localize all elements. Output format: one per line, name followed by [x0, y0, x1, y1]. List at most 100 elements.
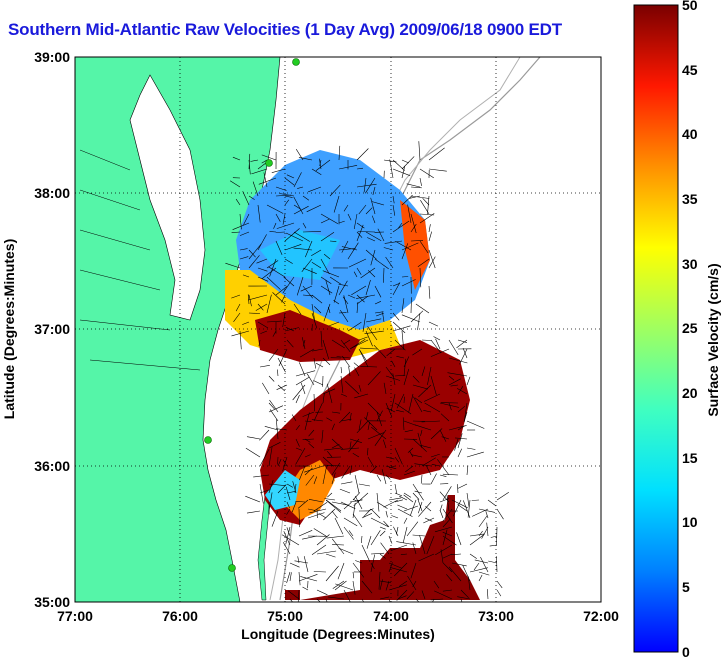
- velocity-arrow: [239, 256, 249, 260]
- velocity-arrow: [391, 515, 399, 519]
- velocity-arrow: [442, 553, 453, 559]
- velocity-arrow: [421, 339, 432, 341]
- velocity-arrow: [446, 495, 450, 512]
- velocity-arrow: [408, 393, 414, 413]
- velocity-arrow: [277, 357, 286, 373]
- velocity-arrow: [326, 417, 333, 422]
- velocity-arrow: [412, 348, 423, 356]
- velocity-arrow: [248, 294, 268, 301]
- velocity-arrow: [469, 553, 477, 559]
- velocity-arrow: [421, 420, 441, 423]
- velocity-arrow: [286, 491, 296, 494]
- velocity-arrow: [401, 276, 409, 278]
- velocity-arrow: [284, 244, 302, 251]
- velocity-arrow: [418, 501, 432, 517]
- velocity-arrow: [311, 312, 318, 329]
- velocity-arrow: [421, 366, 426, 377]
- colorbar-tick: 35: [682, 191, 698, 207]
- velocity-arrow: [352, 580, 356, 595]
- velocity-arrow: [415, 303, 430, 314]
- velocity-arrow: [313, 476, 318, 485]
- velocity-arrow: [400, 553, 408, 555]
- velocity-arrow: [286, 483, 294, 488]
- velocity-arrow: [242, 274, 250, 278]
- velocity-arrow: [428, 321, 439, 327]
- velocity-arrow: [308, 499, 324, 503]
- velocity-arrow: [379, 530, 386, 537]
- velocity-arrow: [379, 553, 386, 559]
- velocity-arrow: [269, 399, 279, 413]
- velocity-arrow: [318, 513, 327, 519]
- velocity-arrow: [282, 213, 286, 225]
- velocity-arrow: [338, 220, 345, 224]
- velocity-arrow: [326, 499, 342, 512]
- velocity-arrow: [356, 267, 362, 275]
- velocity-arrow: [291, 501, 297, 513]
- velocity-arrow: [275, 286, 288, 296]
- velocity-arrow: [376, 411, 382, 427]
- velocity-arrow: [370, 517, 389, 527]
- velocity-arrow: [394, 492, 403, 497]
- velocity-arrow: [252, 181, 259, 197]
- velocity-arrow: [298, 157, 313, 161]
- velocity-arrow: [277, 458, 282, 467]
- velocity-arrow: [323, 303, 331, 322]
- velocity-arrow: [324, 498, 336, 501]
- velocity-arrow: [289, 598, 294, 602]
- velocity-arrow: [338, 280, 348, 296]
- y-tick: 39:00: [34, 49, 70, 65]
- velocity-arrow: [410, 562, 417, 579]
- velocity-arrow: [307, 508, 316, 511]
- velocity-arrow: [233, 312, 241, 322]
- velocity-arrow: [356, 183, 377, 188]
- velocity-arrow: [367, 447, 369, 456]
- velocity-arrows: [225, 141, 509, 602]
- velocity-arrow: [285, 486, 291, 501]
- velocity-arrow: [259, 489, 271, 494]
- velocity-arrow: [322, 392, 325, 404]
- velocity-arrow: [320, 232, 335, 242]
- velocity-arrow: [393, 526, 399, 537]
- velocity-arrow: [361, 535, 363, 544]
- velocity-arrow: [366, 535, 372, 549]
- velocity-arrow: [430, 348, 450, 357]
- velocity-arrow: [459, 348, 468, 365]
- velocity-arrow: [469, 534, 485, 546]
- velocity-arrow: [348, 366, 351, 377]
- velocity-arrow: [282, 312, 286, 328]
- velocity-arrow: [468, 576, 471, 591]
- velocity-arrow: [259, 429, 270, 441]
- velocity-arrow: [451, 562, 467, 567]
- velocity-arrow: [356, 295, 369, 305]
- velocity-arrow: [235, 303, 241, 312]
- velocity-arrow: [268, 492, 273, 512]
- velocity-arrow: [367, 456, 375, 468]
- velocity-arrow: [402, 526, 408, 543]
- velocity-arrow: [487, 499, 497, 507]
- velocity-arrow: [293, 196, 304, 215]
- velocity-arrow: [419, 213, 435, 224]
- velocity-arrow: [403, 356, 410, 368]
- velocity-arrow: [268, 442, 281, 449]
- velocity-arrow: [379, 579, 383, 591]
- velocity-arrow: [356, 222, 365, 229]
- velocity-arrow: [396, 393, 405, 409]
- velocity-arrow: [394, 499, 403, 503]
- velocity-arrow: [392, 283, 400, 287]
- velocity-arrow: [248, 249, 256, 258]
- velocity-arrow: [485, 511, 489, 519]
- velocity-arrow: [259, 483, 264, 504]
- velocity-arrow: [315, 362, 324, 368]
- velocity-arrow: [305, 474, 315, 486]
- velocity-arrow: [363, 508, 372, 518]
- velocity-arrow: [266, 320, 282, 323]
- velocity-arrow: [488, 560, 498, 564]
- velocity-arrow: [338, 248, 356, 251]
- velocity-arrow: [239, 231, 250, 236]
- velocity-arrow: [277, 369, 279, 377]
- velocity-arrow: [421, 457, 436, 467]
- velocity-arrow: [478, 571, 490, 576]
- velocity-arrow: [343, 526, 354, 540]
- velocity-arrow: [414, 424, 432, 431]
- velocity-arrow: [273, 222, 277, 229]
